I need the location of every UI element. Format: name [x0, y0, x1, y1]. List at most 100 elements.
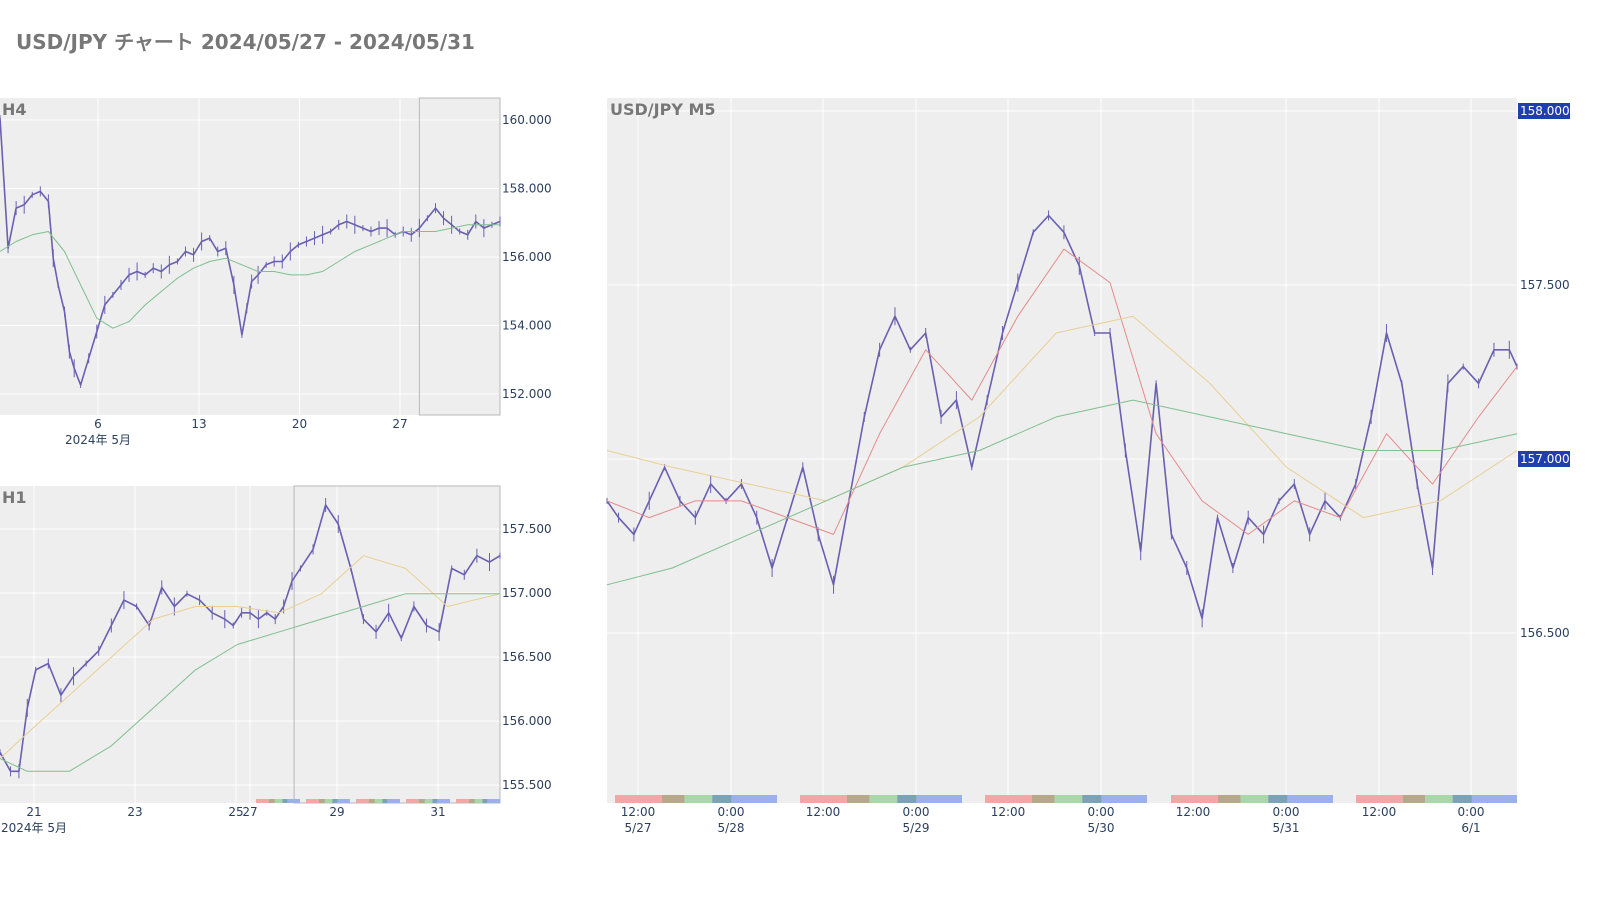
h1-session-1-3 — [332, 799, 338, 803]
h4-ytick-4: 152.000 — [502, 387, 552, 401]
m5-session-2-2 — [1054, 795, 1083, 803]
h1-session-4-4 — [487, 799, 500, 803]
h1-session-1-4 — [337, 799, 350, 803]
h4-panel-label: H4 — [2, 100, 27, 119]
m5-xtick-time-9: 0:00 — [1458, 805, 1485, 819]
m5-session-3-1 — [1217, 795, 1241, 803]
m5-session-3-0 — [1171, 795, 1218, 803]
m5-chart: USD/JPY M5 158.000 157.500 157.000 156.500 12… — [606, 98, 1570, 835]
m5-session-4-3 — [1452, 795, 1472, 803]
m5-series-ma_long — [606, 399, 1518, 586]
m5-session-0-2 — [684, 795, 713, 803]
h1-session-0-0 — [256, 799, 269, 803]
m5-series-ma_short — [606, 248, 1518, 535]
h4-series-price — [0, 117, 501, 386]
h4-xtick-2: 20 — [292, 417, 307, 431]
h1-xtick-3: 27 — [242, 805, 257, 819]
h1-session-3-1 — [418, 799, 425, 803]
h1-ytick-4: 155.500 — [502, 778, 552, 792]
m5-ytick-1: 157.500 — [1520, 278, 1570, 292]
h1-session-3-3 — [432, 799, 438, 803]
h4-chart: H4 160.000 158.000 156.000 154.000 152.000 6 13… — [0, 97, 552, 447]
m5-xtick-time-4: 12:00 — [991, 805, 1026, 819]
h1-session-3-4 — [437, 799, 450, 803]
h1-session-0-1 — [268, 799, 275, 803]
h1-ytick-1: 157.000 — [502, 586, 552, 600]
h1-session-0-2 — [274, 799, 283, 803]
h4-ytick-0: 160.000 — [502, 113, 552, 127]
m5-session-3-4 — [1287, 795, 1333, 803]
m5-xtick-date-5: 5/30 — [1088, 821, 1115, 835]
m5-session-1-4 — [916, 795, 962, 803]
h4-ytick-1: 158.000 — [502, 182, 552, 196]
m5-series-ma_mid — [606, 315, 1518, 519]
h1-x-sublabel: 2024年 5月 — [1, 821, 67, 835]
h4-week-window — [418, 97, 501, 416]
m5-session-2-4 — [1101, 795, 1147, 803]
h4-xtick-0: 6 — [94, 417, 102, 431]
m5-xtick-time-0: 12:00 — [621, 805, 656, 819]
h1-series-ma_mid — [0, 555, 501, 759]
m5-session-3-2 — [1240, 795, 1269, 803]
m5-price-tag-bg-2 — [1518, 451, 1570, 467]
m5-session-4-2 — [1425, 795, 1453, 803]
m5-xtick-date-7: 5/31 — [1273, 821, 1300, 835]
h1-series-ma_long — [0, 593, 500, 772]
m5-session-0-1 — [661, 795, 685, 803]
h4-xtick-3: 27 — [392, 417, 407, 431]
h1-session-2-3 — [382, 799, 388, 803]
h4-ytick-3: 154.000 — [502, 319, 552, 333]
h1-session-2-0 — [356, 799, 369, 803]
m5-session-4-4 — [1471, 795, 1517, 803]
h1-session-0-3 — [282, 799, 288, 803]
page-title: USD/JPY チャート 2024/05/27 - 2024/05/31 — [16, 30, 475, 54]
m5-session-0-3 — [712, 795, 732, 803]
m5-session-1-1 — [846, 795, 870, 803]
m5-price-tag-bg-0 — [1518, 103, 1570, 119]
h1-session-2-2 — [374, 799, 383, 803]
m5-xtick-date-3: 5/29 — [903, 821, 930, 835]
h1-session-0-4 — [287, 799, 300, 803]
h1-session-4-1 — [468, 799, 475, 803]
m5-xtick-time-5: 0:00 — [1088, 805, 1115, 819]
h1-panel-label: H1 — [2, 488, 27, 507]
m5-xtick-date-9: 6/1 — [1461, 821, 1480, 835]
h1-session-1-0 — [306, 799, 319, 803]
m5-ytick-3: 156.500 — [1520, 626, 1570, 640]
h1-ytick-0: 157.500 — [502, 522, 552, 536]
m5-xtick-time-6: 12:00 — [1176, 805, 1211, 819]
h1-session-4-2 — [474, 799, 483, 803]
m5-xtick-time-7: 0:00 — [1273, 805, 1300, 819]
m5-session-2-3 — [1082, 795, 1102, 803]
h1-ytick-2: 156.500 — [502, 650, 552, 664]
m5-session-3-3 — [1268, 795, 1288, 803]
m5-session-2-0 — [985, 795, 1032, 803]
h1-session-3-2 — [424, 799, 433, 803]
m5-xtick-date-0: 5/27 — [625, 821, 652, 835]
m5-session-1-0 — [800, 795, 847, 803]
m5-ytick-2: 157.000 — [1520, 452, 1570, 466]
h4-ytick-2: 156.000 — [502, 250, 552, 264]
m5-xtick-time-8: 12:00 — [1362, 805, 1397, 819]
m5-session-0-0 — [615, 795, 662, 803]
h1-xtick-4: 29 — [329, 805, 344, 819]
m5-xtick-time-3: 0:00 — [903, 805, 930, 819]
h1-session-4-3 — [482, 799, 488, 803]
h1-session-3-0 — [406, 799, 419, 803]
m5-session-1-3 — [897, 795, 917, 803]
h1-ytick-3: 156.000 — [502, 714, 552, 728]
h1-session-4-0 — [456, 799, 469, 803]
h1-session-2-4 — [387, 799, 400, 803]
m5-ytick-0: 158.000 — [1520, 104, 1570, 118]
h1-xtick-5: 31 — [430, 805, 445, 819]
h4-series-ma_long — [0, 224, 500, 329]
m5-session-2-1 — [1031, 795, 1055, 803]
m5-xtick-time-1: 0:00 — [718, 805, 745, 819]
m5-session-4-1 — [1402, 795, 1426, 803]
m5-session-0-4 — [731, 795, 777, 803]
h1-session-1-1 — [318, 799, 325, 803]
m5-panel-label: USD/JPY M5 — [610, 100, 716, 119]
m5-session-4-0 — [1356, 795, 1403, 803]
m5-xtick-time-2: 12:00 — [806, 805, 841, 819]
